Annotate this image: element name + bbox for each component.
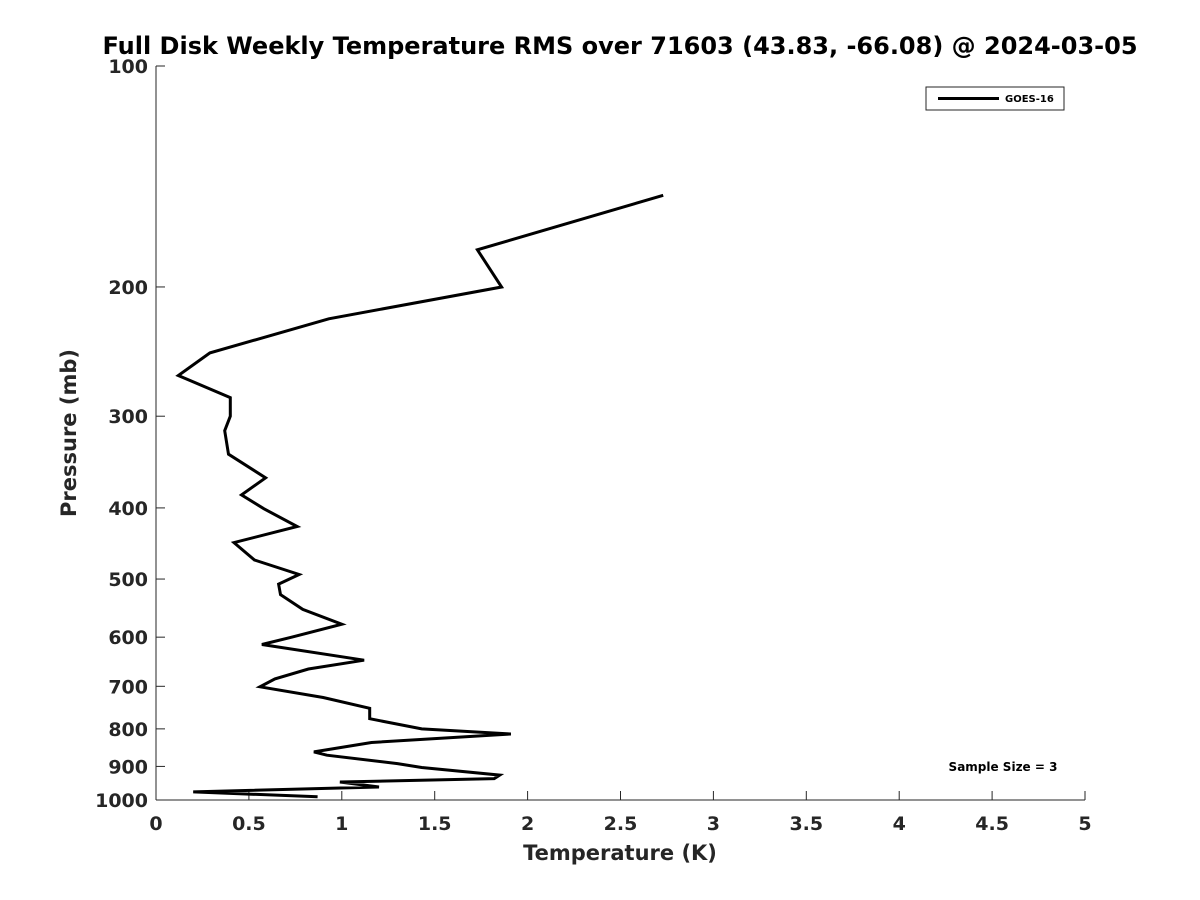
y-tick-label: 300 xyxy=(108,406,148,428)
sample-size-annotation: Sample Size = 3 xyxy=(949,760,1058,774)
y-tick-label: 600 xyxy=(108,627,148,649)
y-tick-label: 900 xyxy=(108,756,148,778)
x-tick-label: 1 xyxy=(335,813,348,835)
x-tick-label: 4 xyxy=(893,813,906,835)
x-axis-label: Temperature (K) xyxy=(523,841,717,865)
x-tick-label: 0.5 xyxy=(232,813,266,835)
y-tick-label: 800 xyxy=(108,719,148,741)
y-tick-label: 400 xyxy=(108,498,148,520)
y-tick-label: 200 xyxy=(108,277,148,299)
y-tick-label: 100 xyxy=(108,56,148,78)
x-tick-label: 4.5 xyxy=(975,813,1009,835)
x-tick-label: 3 xyxy=(707,813,720,835)
chart-title: Full Disk Weekly Temperature RMS over 71… xyxy=(102,32,1137,60)
axes xyxy=(155,66,1085,801)
y-tick-label: 700 xyxy=(108,676,148,698)
legend-label-goes-16: GOES-16 xyxy=(1005,94,1054,105)
y-axis-ticks: 100 200 300 400 500 600 700 800 900 1000 xyxy=(95,56,165,812)
x-tick-label: 0 xyxy=(149,813,162,835)
plot-area xyxy=(175,193,664,799)
y-tick-label: 1000 xyxy=(95,790,148,812)
series-line-goes-16 xyxy=(175,193,664,799)
x-tick-label: 3.5 xyxy=(789,813,823,835)
x-tick-label: 1.5 xyxy=(418,813,452,835)
y-tick-label: 500 xyxy=(108,569,148,591)
x-tick-label: 2 xyxy=(521,813,534,835)
x-tick-label: 5 xyxy=(1078,813,1091,835)
legend: GOES-16 xyxy=(925,86,1065,111)
x-tick-label: 2.5 xyxy=(604,813,638,835)
x-axis-ticks: 0 0.5 1 1.5 2 2.5 3 3.5 4 4.5 5 xyxy=(149,791,1092,835)
y-axis-label: Pressure (mb) xyxy=(57,349,81,517)
